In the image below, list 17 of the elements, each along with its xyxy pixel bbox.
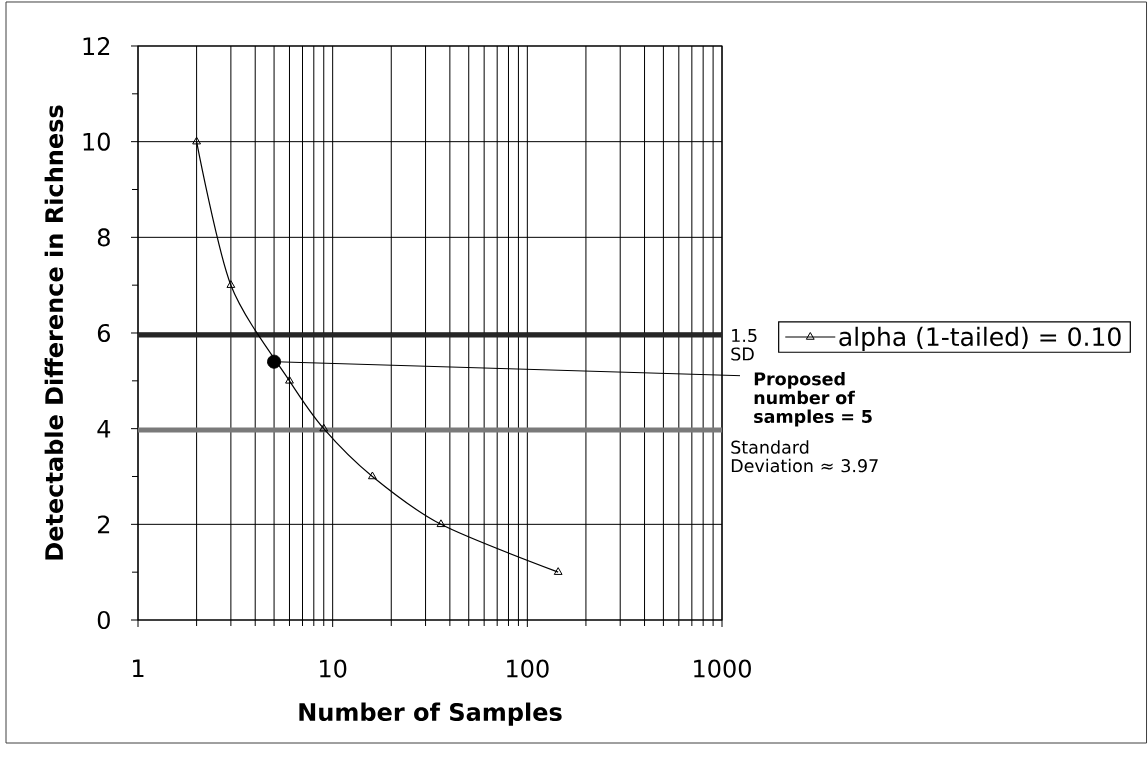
y-axis-title: Detectable Difference in Richness [44,105,64,560]
x-tick-label: 1000 [694,659,751,678]
y-tick-label: 0 [97,610,110,630]
x-tick-label: 1 [133,659,144,678]
y-tick-label: 4 [97,419,111,438]
x-axis-title: Number of Samples [299,702,562,726]
x-tick-label: 10 [320,659,347,678]
y-tick-label: 6 [97,323,110,343]
ref-line-label: Standard Deviation ≈ 3.97 [731,440,878,473]
y-tick-label: 10 [83,132,110,151]
annotation: Proposed number of samples = 5 [754,371,872,427]
y-tick-label: 8 [97,228,110,247]
ref-line-label: 1.5 SD [731,329,757,361]
y-tick-label: 2 [97,515,110,534]
x-tick-label: 100 [507,659,549,678]
legend-label: alpha (1-tailed) = 0.10 [839,326,1121,351]
y-tick-label: 12 [83,37,110,55]
